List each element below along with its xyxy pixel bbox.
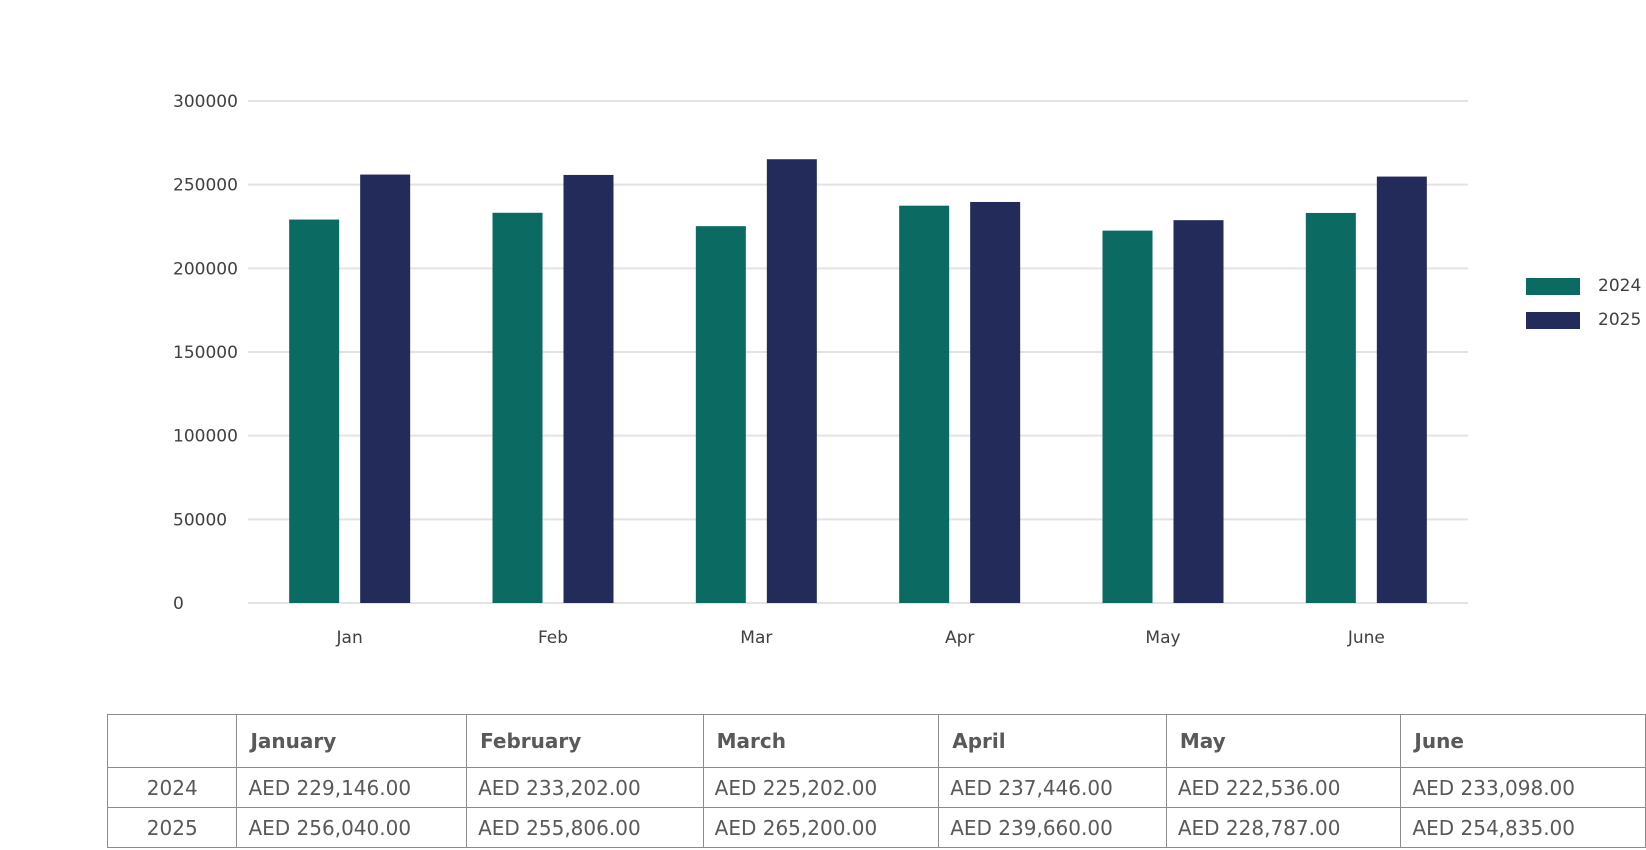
x-tick-label: May	[1145, 628, 1180, 648]
legend-label-2025: 2025	[1598, 310, 1642, 330]
table-header-cell: February	[466, 714, 704, 768]
table-cell: AED 225,202.00	[702, 767, 940, 808]
table-cell: AED 254,835.00	[1400, 807, 1646, 848]
table-header-cell: January	[236, 714, 468, 768]
data-table: January February March April May June 20…	[106, 714, 1646, 848]
table-cell: AED 255,806.00	[466, 807, 704, 848]
bar-2025-apr	[970, 201, 1021, 603]
table-cell: AED 222,536.00	[1165, 767, 1402, 808]
table-cell: AED 233,098.00	[1400, 767, 1646, 808]
bar-2025-june	[1376, 176, 1427, 603]
x-tick-label: Jan	[336, 628, 363, 648]
table-header-cell: April	[938, 714, 1167, 768]
table-row-year: 2025	[106, 807, 238, 848]
y-tick-label: 100000	[173, 427, 238, 447]
table-header-row: January February March April May June	[106, 714, 1646, 768]
table-header-cell: May	[1165, 714, 1402, 768]
y-tick-label: 0	[173, 594, 184, 614]
table-row: 2024 AED 229,146.00 AED 233,202.00 AED 2…	[106, 767, 1646, 808]
table-cell: AED 237,446.00	[938, 767, 1167, 808]
bar-2024-apr	[899, 205, 950, 603]
bar-chart: 0 50000 100000 150000 200000 250000 300000 Jan F…	[173, 92, 1468, 648]
x-tick-label: Mar	[740, 628, 772, 648]
y-tick-label: 250000	[173, 176, 238, 196]
bar-2025-may	[1173, 220, 1224, 603]
bar-2025-jan	[360, 174, 411, 603]
bar-2024-jan	[289, 219, 340, 603]
y-tick-label: 50000	[173, 510, 227, 530]
table-cell: AED 239,660.00	[938, 807, 1167, 848]
table-cell: AED 228,787.00	[1165, 807, 1402, 848]
table-cell: AED 233,202.00	[466, 767, 704, 808]
table-header-cell: June	[1400, 714, 1646, 768]
legend-swatch-2024	[1526, 278, 1580, 295]
bar-2025-mar	[766, 159, 817, 603]
y-tick-label: 150000	[173, 343, 238, 363]
legend-swatch-2025	[1526, 312, 1580, 329]
bar-2024-mar	[695, 226, 746, 603]
x-tick-label: June	[1347, 628, 1385, 648]
table-cell: AED 256,040.00	[236, 807, 468, 848]
legend-label-2024: 2024	[1598, 276, 1642, 296]
bar-2025-feb	[563, 174, 614, 603]
table-row: 2025 AED 256,040.00 AED 255,806.00 AED 2…	[106, 807, 1646, 848]
table-header-cell: March	[702, 714, 940, 768]
bar-2024-feb	[492, 212, 543, 603]
table-row-year: 2024	[106, 767, 238, 808]
chart-area: 0 50000 100000 150000 200000 250000 300000 Jan F…	[173, 92, 1642, 648]
table-cell: AED 229,146.00	[236, 767, 468, 808]
table-header-cell	[106, 714, 238, 768]
bar-2024-may	[1102, 230, 1153, 603]
table-cell: AED 265,200.00	[702, 807, 940, 848]
x-tick-label: Apr	[945, 628, 974, 648]
x-tick-label: Feb	[538, 628, 568, 648]
y-tick-label: 300000	[173, 92, 238, 112]
bar-2024-june	[1305, 212, 1356, 603]
y-tick-label: 200000	[173, 259, 238, 279]
